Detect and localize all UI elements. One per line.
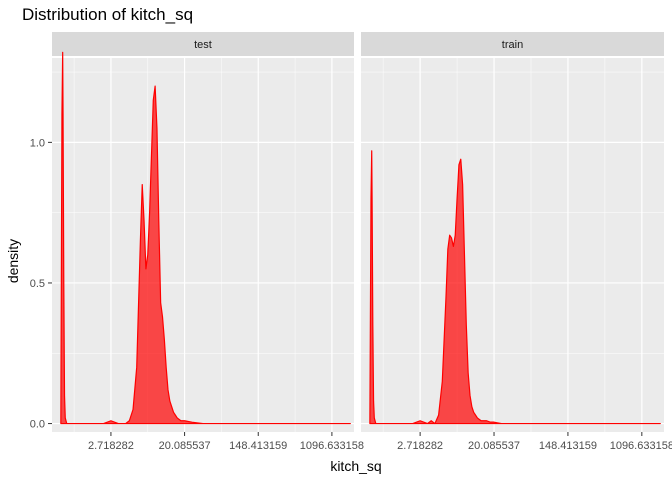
density-area xyxy=(369,150,661,425)
x-tick-label: 148.413159 xyxy=(229,440,287,452)
x-tick-label: 20.085537 xyxy=(468,440,520,452)
density-area xyxy=(60,51,351,425)
facet-test: test 2.718282 20.085537 148.413159 1096.6331… xyxy=(30,32,364,452)
panel-background xyxy=(361,58,664,432)
x-tick-label: 2.718282 xyxy=(397,440,443,452)
y-tick-label: 0.5 xyxy=(30,278,45,290)
x-tick-label: 1096.633158 xyxy=(610,440,672,452)
chart-title: Distribution of kitch_sq xyxy=(22,5,193,24)
x-tick-label: 2.718282 xyxy=(88,440,134,452)
x-tick-label: 148.413159 xyxy=(539,440,597,452)
x-axis-title: kitch_sq xyxy=(330,458,381,474)
y-tick-label: 1.0 xyxy=(30,137,45,149)
y-tick-label: 0.0 xyxy=(30,419,45,431)
x-tick-label: 20.085537 xyxy=(159,440,211,452)
facet-strip-label: test xyxy=(194,39,212,51)
panel-background xyxy=(52,58,354,432)
facet-strip-label: train xyxy=(502,39,523,51)
facet-strip xyxy=(361,32,664,56)
y-axis-title: density xyxy=(5,239,21,283)
facet-train: train 2.718282 20.085537 148.413159 1096.633… xyxy=(361,32,672,452)
facet-strip xyxy=(52,32,354,56)
x-tick-label: 1096.633158 xyxy=(300,440,364,452)
facet-panels: test 2.718282 20.085537 148.413159 1096.6331… xyxy=(30,32,672,452)
